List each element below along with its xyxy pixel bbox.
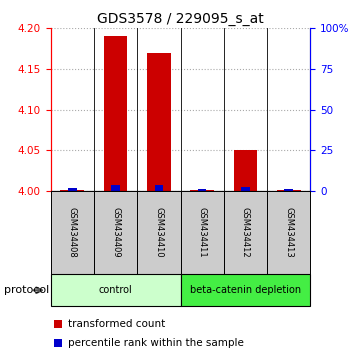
- Bar: [54, 320, 62, 328]
- Bar: [94, 191, 137, 274]
- Bar: [198, 189, 206, 191]
- Bar: [190, 190, 214, 191]
- Bar: [241, 187, 250, 191]
- Bar: [111, 185, 120, 191]
- Bar: [51, 191, 94, 274]
- Bar: [277, 190, 301, 191]
- Bar: [137, 191, 180, 274]
- Bar: [224, 191, 267, 274]
- Bar: [155, 185, 163, 191]
- Bar: [147, 53, 171, 191]
- Text: GSM434408: GSM434408: [68, 207, 77, 258]
- Text: GSM434413: GSM434413: [284, 207, 293, 258]
- Bar: [180, 191, 224, 274]
- Title: GDS3578 / 229095_s_at: GDS3578 / 229095_s_at: [97, 12, 264, 26]
- Bar: [284, 189, 293, 191]
- Text: control: control: [99, 285, 132, 295]
- Text: GSM434412: GSM434412: [241, 207, 250, 258]
- Text: GSM434409: GSM434409: [111, 207, 120, 258]
- Bar: [180, 274, 310, 306]
- Text: GSM434410: GSM434410: [155, 207, 163, 258]
- Bar: [68, 188, 77, 191]
- Bar: [60, 190, 84, 191]
- Bar: [234, 150, 257, 191]
- Text: transformed count: transformed count: [68, 319, 165, 329]
- Text: protocol: protocol: [4, 285, 49, 295]
- Bar: [51, 274, 180, 306]
- Bar: [54, 339, 62, 347]
- Text: GSM434411: GSM434411: [198, 207, 206, 258]
- Text: beta-catenin depletion: beta-catenin depletion: [190, 285, 301, 295]
- Bar: [104, 36, 127, 191]
- Bar: [267, 191, 310, 274]
- Text: percentile rank within the sample: percentile rank within the sample: [68, 338, 243, 348]
